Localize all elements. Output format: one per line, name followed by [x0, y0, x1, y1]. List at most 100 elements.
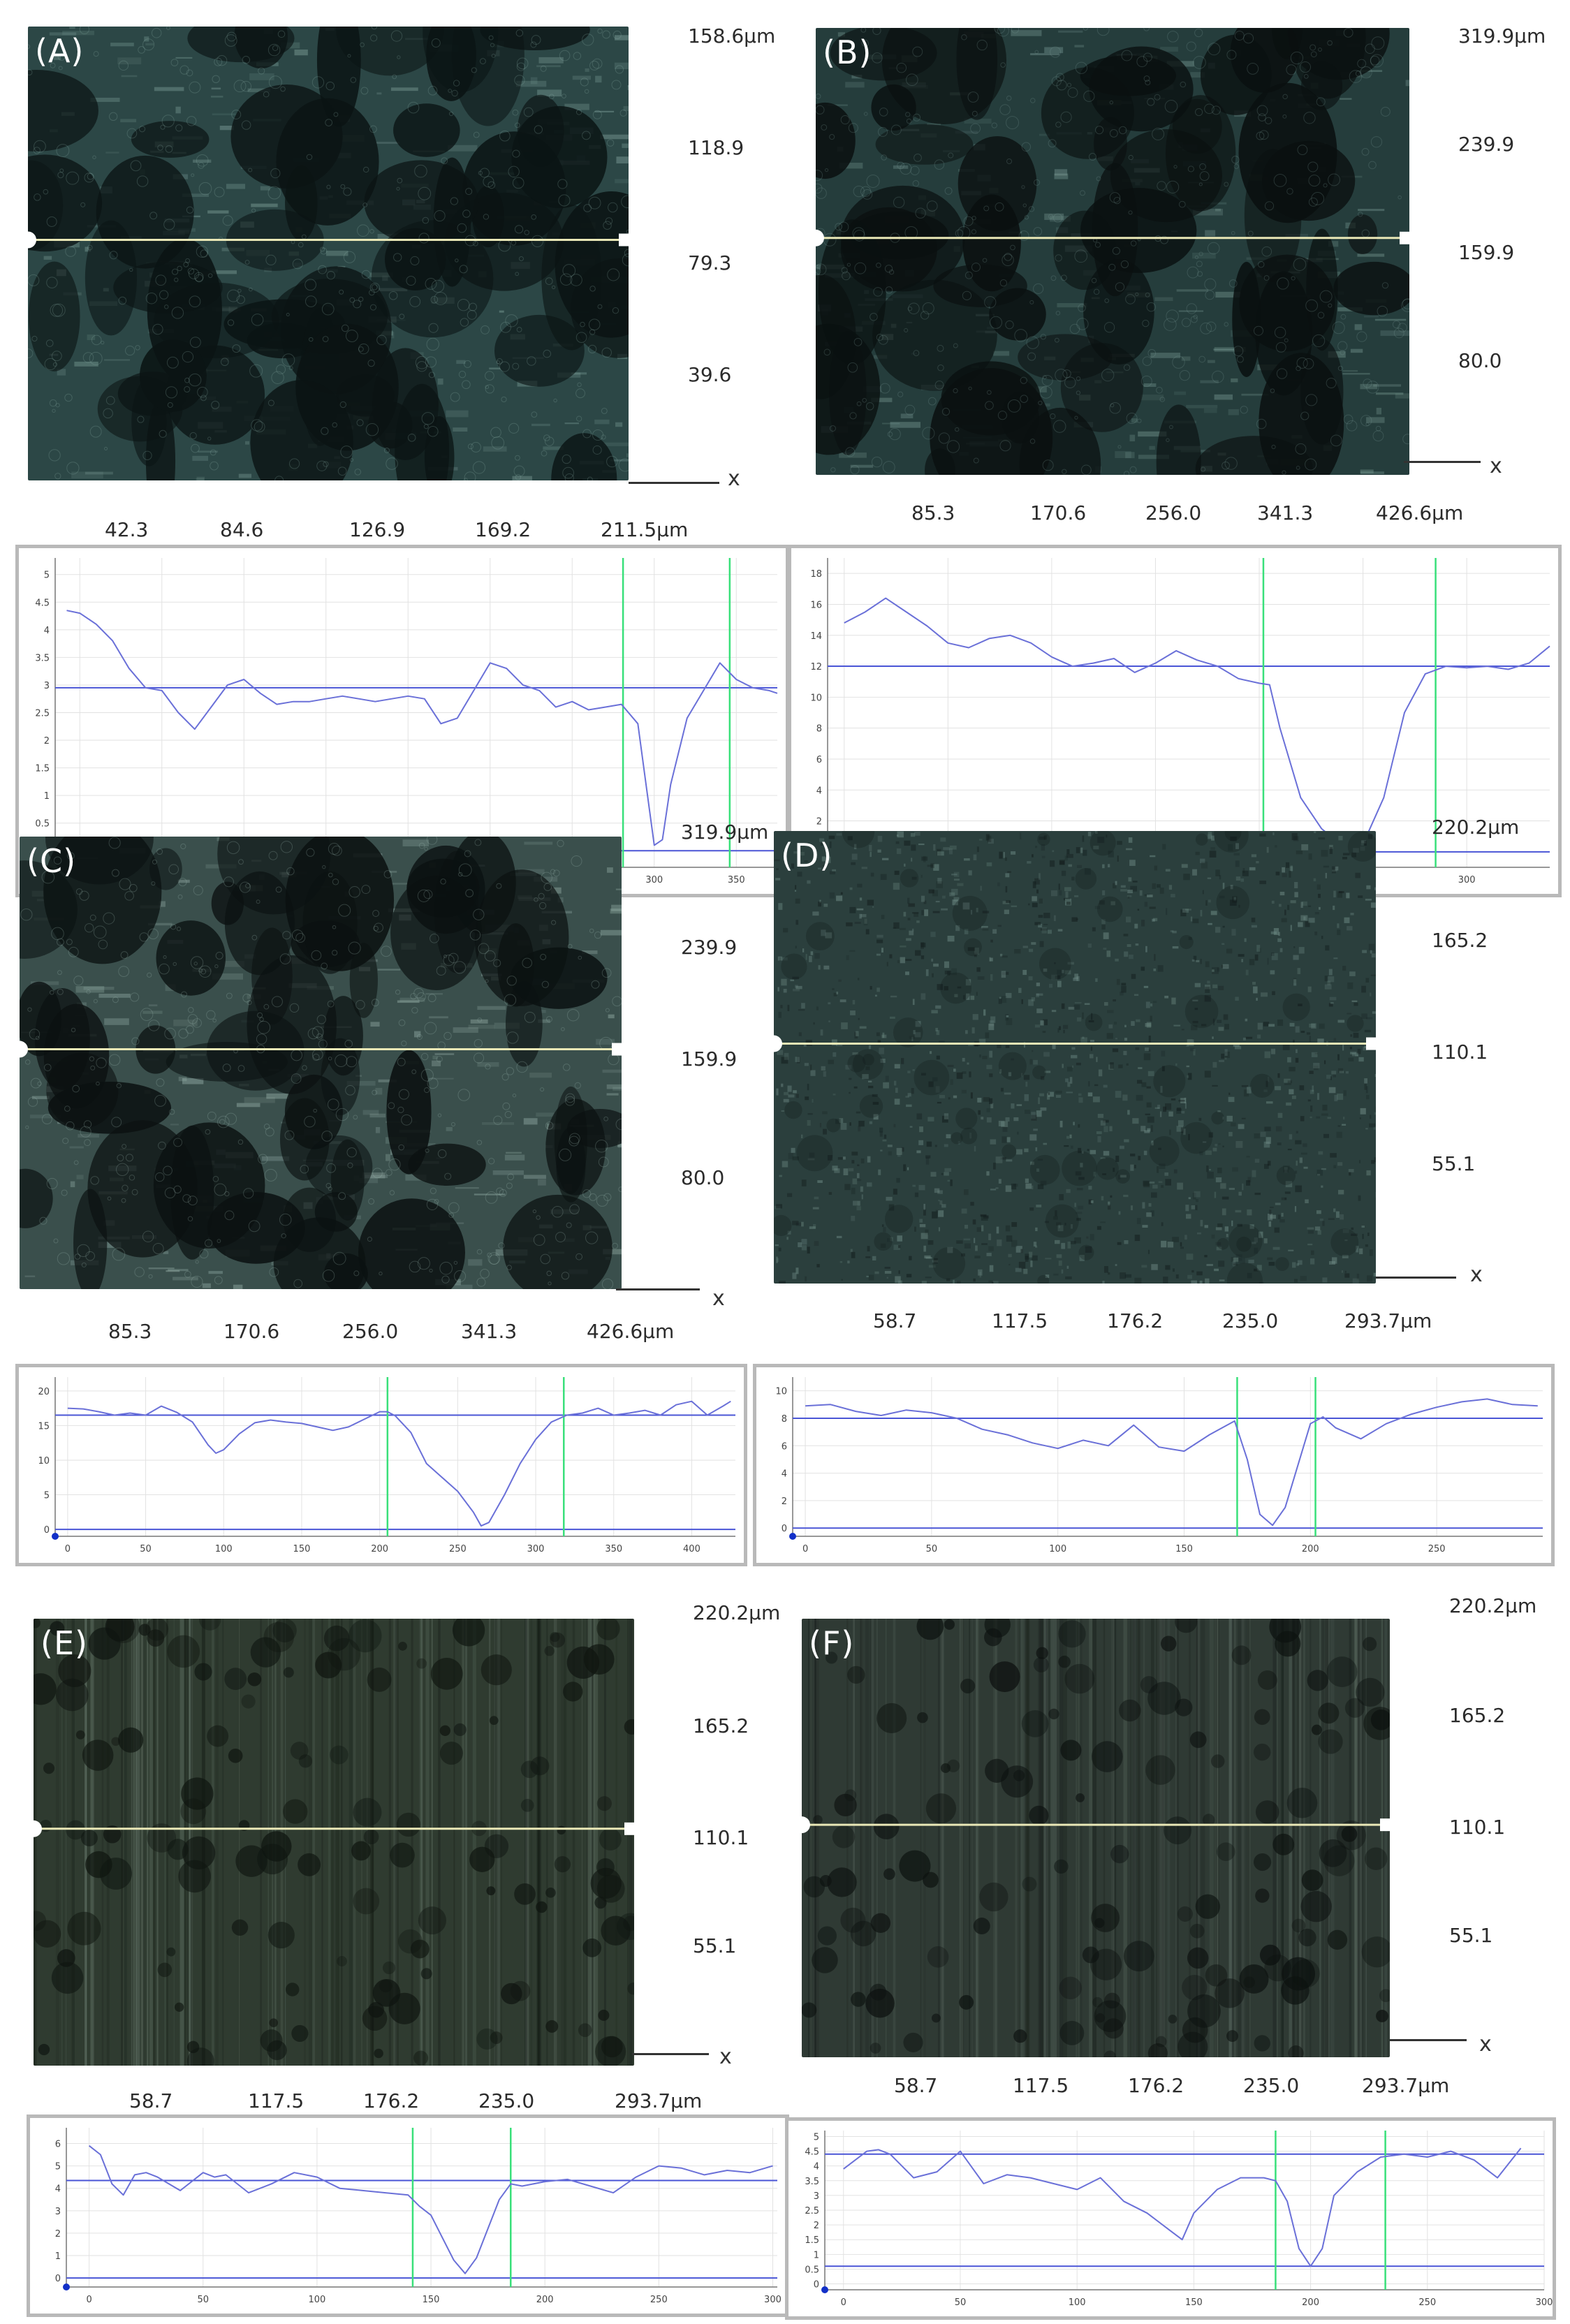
x-tick-label: 150 [423, 2295, 440, 2305]
y-scale-label: 165.2 [693, 1714, 749, 1737]
y-scale-label: 80.0 [1458, 349, 1502, 372]
x-scale-label: 117.5 [248, 2089, 305, 2112]
scan-line-start-handle [20, 1040, 28, 1058]
x-scale-label: 58.7 [873, 1309, 917, 1332]
x-tick-label: 250 [1428, 1544, 1446, 1554]
x-scale-label: 117.5 [992, 1309, 1048, 1332]
y-scale-label: 158.6µm [688, 24, 776, 47]
x-scale-label: 293.7µm [615, 2089, 703, 2112]
y-tick-label: 0.5 [35, 819, 50, 830]
scan-line-end-handle [624, 1822, 634, 1835]
y-scale-label: 39.6 [688, 363, 732, 386]
image-x-axis-line [616, 1288, 700, 1290]
scan-line-end-handle [612, 1043, 622, 1056]
profile-line [88, 2145, 773, 2274]
micrograph-image [774, 831, 1376, 1284]
profile-line [67, 1400, 731, 1527]
photo-texture [20, 837, 622, 1289]
y-tick-label: 0 [44, 1525, 50, 1536]
y-tick-label: 4 [55, 2184, 61, 2195]
y-tick-label: 18 [810, 569, 822, 580]
x-scale-label: 117.5 [1013, 2074, 1069, 2097]
micrograph-image [816, 28, 1409, 475]
x-axis-mark: x [719, 2045, 732, 2069]
y-tick-label: 4 [44, 626, 50, 636]
x-tick-label: 50 [197, 2295, 209, 2305]
x-tick-label: 0 [841, 2297, 846, 2308]
y-scale-label: 220.2µm [693, 1601, 781, 1624]
photo-texture [816, 28, 1409, 475]
y-tick-label: 8 [782, 1414, 787, 1425]
y-tick-label: 4 [816, 786, 822, 796]
x-scale-label: 341.3 [1257, 501, 1314, 524]
y-tick-label: 6 [55, 2139, 61, 2149]
origin-dot [52, 1533, 59, 1540]
x-tick-label: 250 [650, 2295, 668, 2305]
x-tick-label: 150 [1185, 2297, 1203, 2308]
scan-line-end-handle [1380, 1818, 1390, 1832]
x-scale-label: 126.9 [349, 518, 406, 541]
x-scale-label: 426.6µm [587, 1320, 675, 1343]
y-tick-label: 2 [816, 817, 822, 828]
x-tick-label: 50 [955, 2297, 967, 2308]
surface-profile-chart: 0 50 100 150 200 250 300 0 0.5 1 1.5 2 2.5 3 3.5 4 4.5 5 [785, 2117, 1556, 2320]
profile-line [844, 597, 1550, 850]
y-scale-label: 79.3 [688, 251, 732, 274]
surface-profile-chart: 0 50 100 150 200 250 300 0 1 2 3 4 5 6 [27, 2115, 789, 2317]
scan-line-start-handle [802, 1816, 810, 1834]
x-tick-label: 50 [926, 1544, 938, 1554]
photo-texture [34, 1619, 634, 2066]
y-scale-label: 110.1 [1432, 1040, 1488, 1064]
x-scale-label: 176.2 [363, 2089, 420, 2112]
photo-texture [774, 831, 1376, 1284]
x-tick-label: 200 [1302, 1544, 1319, 1554]
x-tick-label: 150 [1175, 1544, 1193, 1554]
y-scale-label: 165.2 [1449, 1704, 1506, 1727]
x-scale-label: 235.0 [478, 2089, 535, 2112]
x-tick-label: 200 [1302, 2297, 1319, 2308]
x-tick-label: 350 [728, 875, 745, 885]
x-scale-label: 256.0 [342, 1320, 399, 1343]
y-tick-label: 12 [810, 662, 822, 672]
x-tick-label: 300 [1458, 875, 1476, 885]
surface-profile-chart: 0 50 100 150 200 250 300 350 400 0 5 10 15 20 [15, 1364, 747, 1566]
x-tick-label: 300 [764, 2295, 782, 2305]
profile-line [843, 2147, 1522, 2267]
x-scale-label: 256.0 [1145, 501, 1202, 524]
y-tick-label: 16 [810, 600, 822, 610]
y-tick-label: 5 [44, 1491, 50, 1501]
y-scale-label: 110.1 [1449, 1816, 1506, 1839]
y-tick-label: 1 [814, 2250, 819, 2260]
y-tick-label: 2.5 [805, 2206, 819, 2216]
x-scale-label: 341.3 [461, 1320, 518, 1343]
profile-chart-svg: 0 50 100 150 200 250 300 350 400 0 5 10 15 20 [38, 1377, 735, 1554]
y-scale-label: 239.9 [1458, 133, 1515, 156]
y-scale-label: 55.1 [1449, 1924, 1493, 1947]
x-tick-label: 100 [215, 1544, 233, 1554]
x-axis-mark: x [1490, 454, 1502, 478]
x-tick-label: 0 [65, 1544, 71, 1554]
scan-line-start-handle [774, 1035, 782, 1052]
x-axis-mark: x [728, 466, 740, 491]
x-axis-mark: x [1470, 1263, 1483, 1287]
y-tick-label: 5 [55, 2162, 61, 2172]
panel-label: (D) [781, 837, 833, 874]
scan-line-start-handle [34, 1820, 42, 1837]
x-axis-mark: x [712, 1286, 725, 1311]
x-scale-label: 58.7 [894, 2074, 938, 2097]
x-scale-label: 293.7µm [1344, 1309, 1432, 1332]
y-tick-label: 3 [44, 681, 50, 691]
x-tick-label: 250 [449, 1544, 467, 1554]
y-tick-label: 4.5 [35, 598, 50, 608]
x-tick-label: 300 [645, 875, 663, 885]
photo-texture [28, 27, 629, 480]
y-scale-label: 319.9µm [1458, 24, 1546, 47]
y-tick-label: 1 [44, 791, 50, 802]
x-scale-label: 170.6 [223, 1320, 280, 1343]
y-tick-label: 5 [44, 571, 50, 581]
y-scale-label: 220.2µm [1449, 1594, 1537, 1617]
panel-label: (B) [823, 34, 872, 71]
origin-dot [821, 2286, 828, 2293]
y-tick-label: 6 [782, 1441, 787, 1452]
y-tick-label: 0 [782, 1524, 787, 1534]
